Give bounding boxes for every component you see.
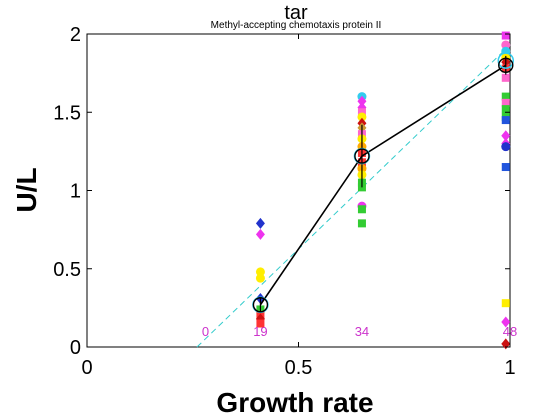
y-tick-label-2: 1 (70, 181, 81, 203)
data-point-28 (357, 219, 366, 228)
data-point-0 (255, 217, 265, 229)
chart-title: tar (284, 2, 308, 24)
x-tick-label-0: 0 (81, 357, 92, 379)
data-point-29 (501, 31, 510, 40)
data-point-44 (501, 163, 510, 172)
y-tick-label-0: 0 (70, 337, 81, 359)
data-point-45 (501, 299, 510, 308)
data-point-13 (357, 108, 366, 117)
count-label-3: 48 (503, 324, 517, 339)
plot-area (86, 33, 511, 348)
data-point-43 (501, 142, 511, 152)
data-point-38 (501, 105, 510, 114)
chart-subtitle: Methyl-accepting chemotaxis protein II (211, 20, 382, 31)
x-tick-label-1: 0.5 (285, 357, 313, 379)
data-point-35 (501, 73, 510, 82)
y-tick-label-4: 2 (70, 24, 81, 46)
mean-line-layer (252, 52, 515, 313)
data-point-9 (256, 319, 265, 328)
data-point-30 (501, 40, 511, 50)
data-point-11 (357, 95, 367, 107)
count-label-0: 0 (202, 324, 209, 339)
data-point-40 (501, 116, 510, 125)
data-point-3 (255, 273, 265, 283)
y-tick-label-3: 1.5 (53, 102, 81, 124)
mean-marker-2 (498, 57, 514, 74)
mean-marker-0 (252, 297, 269, 313)
count-labels-layer: 0 19 34 48 (202, 324, 517, 339)
data-point-46 (501, 316, 511, 328)
x-tick-label-2: 1 (504, 357, 515, 379)
count-label-1: 19 (253, 324, 267, 339)
median-circle-2 (497, 52, 515, 69)
count-label-2: 34 (355, 324, 369, 339)
x-axis-label: Growth rate (216, 387, 373, 418)
data-point-2 (255, 267, 265, 277)
data-point-14 (357, 112, 367, 122)
y-axis-label: U/L (11, 167, 42, 212)
data-point-37 (501, 98, 510, 107)
data-point-1 (255, 228, 265, 240)
data-point-27 (357, 205, 366, 214)
data-point-36 (501, 92, 510, 101)
mean-marker-1 (354, 148, 370, 164)
axes-layer: 0 0.5 1 0 0.5 1 1.5 2 (53, 24, 515, 379)
data-point-41 (501, 130, 511, 142)
y-tick-label-1: 0.5 (53, 259, 81, 281)
